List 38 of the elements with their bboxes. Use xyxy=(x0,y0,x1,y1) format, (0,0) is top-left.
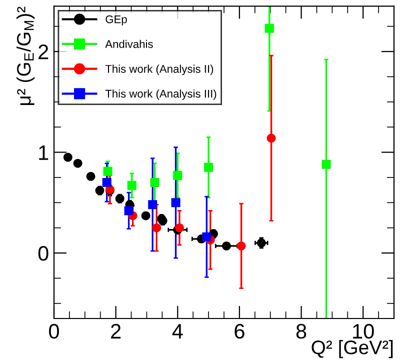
legend-label: GEp xyxy=(106,15,127,26)
point xyxy=(124,206,134,216)
point xyxy=(322,160,331,169)
point xyxy=(152,223,162,232)
y-tick-label: 1 xyxy=(39,145,48,160)
point xyxy=(148,200,158,210)
y-tick-label: 2 xyxy=(38,44,48,60)
x-tick-label: 2 xyxy=(111,324,121,338)
point xyxy=(73,158,82,168)
legend-label: This work (Analysis II) xyxy=(105,64,214,76)
point xyxy=(264,24,274,33)
point xyxy=(173,170,182,180)
point xyxy=(256,238,266,248)
x-tick-label: 8 xyxy=(296,324,306,339)
x-axis-title: Q² [GeV²] xyxy=(312,340,393,358)
point xyxy=(102,178,112,188)
point xyxy=(171,198,180,208)
point xyxy=(86,172,96,181)
y-tick-label: 0 xyxy=(38,246,48,261)
point xyxy=(158,216,168,226)
point xyxy=(63,152,72,162)
point xyxy=(222,241,231,250)
point xyxy=(115,194,124,204)
point xyxy=(266,134,276,143)
point xyxy=(202,232,212,242)
point xyxy=(141,211,150,220)
legend-label: This work (Analysis III) xyxy=(105,89,216,100)
x-tick-label: 10 xyxy=(353,324,374,339)
y-axis-title: μ² (G$_{E}$/G$_{M}$)² xyxy=(16,6,35,106)
x-tick-label: 4 xyxy=(172,324,183,338)
point xyxy=(204,162,214,172)
point xyxy=(150,178,160,188)
point xyxy=(103,166,112,176)
point xyxy=(127,181,136,190)
point xyxy=(236,241,246,250)
x-tick-label: 0 xyxy=(49,324,59,339)
x-tick-label: 6 xyxy=(234,324,244,339)
legend-label: Andivahis xyxy=(105,40,153,48)
